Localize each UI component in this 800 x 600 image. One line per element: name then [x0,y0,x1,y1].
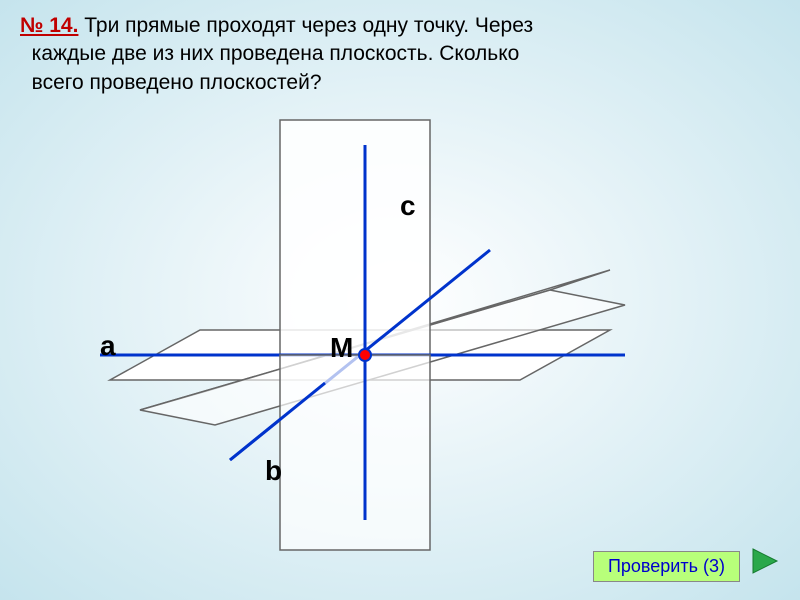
diagram-svg [80,100,680,560]
point-m [359,349,371,361]
label-b: b [265,455,282,487]
plane-vertical-top [280,120,430,355]
problem-statement: № 14. Три прямые проходят через одну точ… [20,12,780,97]
plane-vertical-bottom [280,355,430,550]
problem-line1: Три прямые проходят через одну точку. Че… [84,14,533,37]
label-m: М [330,332,353,364]
next-arrow-button[interactable] [749,545,785,582]
label-a: a [100,330,116,362]
label-c: c [400,190,416,222]
geometry-diagram: c a b М [80,100,680,550]
problem-number: № 14. [20,14,78,37]
check-button[interactable]: Проверить (3) [593,551,740,582]
problem-line3: всего проведено плоскостей? [32,71,322,94]
problem-line2: каждые две из них проведена плоскость. С… [32,42,520,65]
next-arrow-icon [749,545,785,577]
